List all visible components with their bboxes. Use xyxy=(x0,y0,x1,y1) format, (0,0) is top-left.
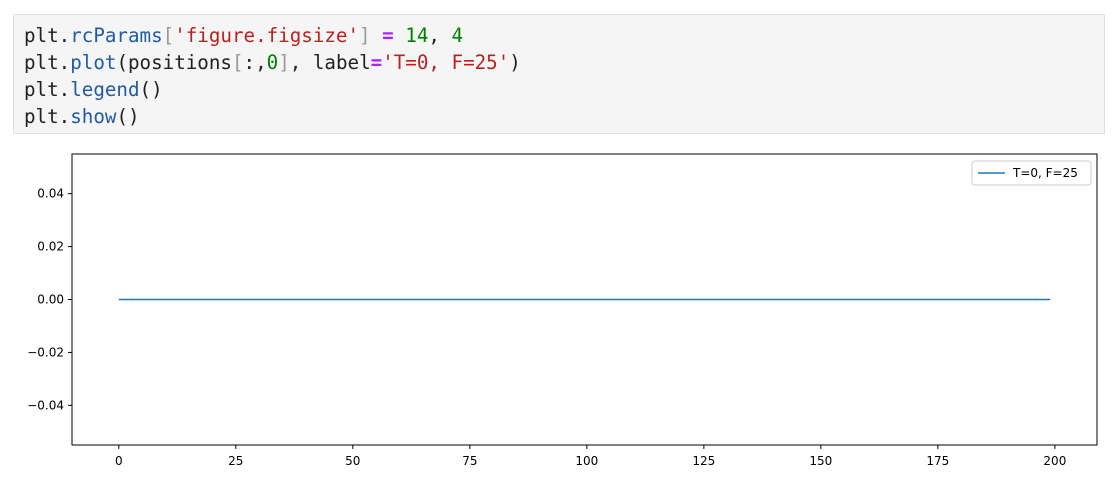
code-line: plt.plot(positions[:,0], label='T=0, F=2… xyxy=(24,49,1104,76)
code-token: , label xyxy=(289,51,371,74)
chart-output: −0.04 −0.02 0.00 0.02 0.04 0 25 50 75 100 125 150 17… xyxy=(0,140,1118,482)
code-token: ) xyxy=(509,51,521,74)
code-line: plt.legend() xyxy=(24,76,1104,103)
code-token: , xyxy=(428,24,452,47)
x-tick-label: 100 xyxy=(575,454,598,468)
code-token: plot xyxy=(70,51,117,74)
code-token: plt xyxy=(24,78,59,101)
code-token: . xyxy=(58,78,71,101)
code-token: 'T=0, F=25' xyxy=(382,51,510,74)
code-token: . xyxy=(58,51,71,74)
x-tick-label: 25 xyxy=(228,454,243,468)
x-tick-label: 150 xyxy=(809,454,832,468)
y-tick-label: 0.04 xyxy=(37,187,64,201)
code-token: plt xyxy=(24,24,59,47)
code-token xyxy=(394,24,406,47)
y-tick-label: −0.04 xyxy=(27,398,64,412)
line-chart: −0.04 −0.02 0.00 0.02 0.04 0 25 50 75 100 125 150 17… xyxy=(27,153,1098,468)
code-token: show xyxy=(70,105,117,128)
code-token: plt xyxy=(24,105,59,128)
code-cell[interactable]: plt.rcParams['figure.figsize'] = 14, 4 pl… xyxy=(13,14,1105,134)
code-line: plt.rcParams['figure.figsize'] = 14, 4 xyxy=(24,22,1104,49)
x-tick-label: 0 xyxy=(115,454,123,468)
code-token: 'figure.figsize' xyxy=(174,24,360,47)
code-token: plt xyxy=(24,51,59,74)
y-tick-label: 0.00 xyxy=(37,293,64,307)
code-token: 0 xyxy=(266,51,279,74)
x-tick-label: 50 xyxy=(345,454,360,468)
code-token: 14 xyxy=(405,24,429,47)
y-tick-label: 0.02 xyxy=(37,240,64,254)
legend-box xyxy=(971,160,1092,186)
code-token: ] xyxy=(359,24,371,47)
code-token: = xyxy=(370,51,383,74)
x-tick-label: 200 xyxy=(1043,454,1066,468)
code-token xyxy=(371,24,383,47)
code-token: (positions xyxy=(116,51,232,74)
code-token: ] xyxy=(278,51,290,74)
code-token: . xyxy=(58,24,71,47)
code-line: plt.show() xyxy=(24,103,1104,130)
code-token: legend xyxy=(70,78,140,101)
x-tick-label: 75 xyxy=(462,454,477,468)
code-token: () xyxy=(116,105,140,128)
code-token: () xyxy=(139,78,163,101)
legend-label: T=0, F=25 xyxy=(1012,166,1078,180)
x-tick-label: 175 xyxy=(926,454,949,468)
y-tick-label: −0.02 xyxy=(27,345,64,359)
code-token: :, xyxy=(243,51,267,74)
code-token: . xyxy=(58,105,71,128)
code-token: [ xyxy=(162,24,175,47)
code-token: [ xyxy=(231,51,244,74)
code-token: = xyxy=(382,24,394,47)
x-tick-label: 125 xyxy=(692,454,715,468)
code-token: 4 xyxy=(451,24,464,47)
code-token: rcParams xyxy=(70,24,163,47)
